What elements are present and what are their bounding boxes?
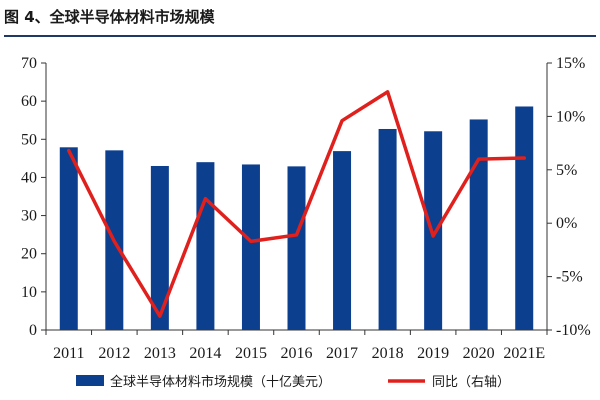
left-tick-label: 70 — [21, 55, 37, 72]
left-tick-label: 40 — [21, 169, 37, 186]
x-tick-label: 2020 — [463, 345, 495, 362]
bar — [515, 106, 534, 331]
right-tick-label: -10% — [556, 322, 591, 339]
bar — [196, 162, 215, 330]
line-series — [67, 90, 526, 318]
legend-swatch-bar — [76, 375, 104, 386]
right-tick-label: 0% — [556, 215, 577, 232]
x-tick-label: 2019 — [417, 345, 449, 362]
left-tick-label: 0 — [29, 322, 37, 339]
left-tick-label: 10 — [21, 284, 37, 301]
bar — [241, 164, 260, 330]
right-tick-label: 15% — [556, 55, 585, 72]
right-tick-label: 10% — [556, 108, 585, 125]
bar — [59, 147, 78, 330]
title-rule — [4, 35, 596, 37]
tick-labels: 0 10 20 30 40 50 60 70 -10% -5% 0% 5% 10% 15% 2011 2012… — [21, 55, 591, 362]
bar — [378, 128, 397, 330]
x-tick-label: 2017 — [326, 345, 358, 362]
x-tick-label: 2014 — [189, 345, 221, 362]
x-tick-label: 2011 — [53, 345, 84, 362]
x-tick-label: 2013 — [144, 345, 176, 362]
bar — [150, 165, 169, 330]
legend-label-bar: 全球半导体材料市场规模（十亿美元） — [110, 374, 331, 390]
x-tick-label: 2012 — [98, 345, 130, 362]
left-tick-label: 50 — [21, 131, 37, 148]
right-tick-label: -5% — [556, 269, 583, 286]
left-tick-label: 20 — [21, 246, 37, 263]
bar — [469, 119, 488, 330]
legend-label-line: 同比（右轴） — [432, 375, 510, 390]
right-tick-label: 5% — [556, 162, 577, 179]
x-tick-label: 2018 — [372, 345, 404, 362]
bar-series — [59, 106, 534, 331]
left-tick-label: 30 — [21, 208, 37, 225]
x-tick-label: 2016 — [281, 345, 313, 362]
x-tick-label: 2015 — [235, 345, 267, 362]
left-tick-label: 60 — [21, 93, 37, 110]
chart-legend: 全球半导体材料市场规模（十亿美元） 同比（右轴） — [76, 374, 510, 390]
figure-title: 图 4、全球半导体材料市场规模 — [4, 8, 215, 26]
bar — [333, 151, 352, 330]
bar — [287, 166, 306, 330]
x-tick-label: 2021E — [503, 345, 545, 362]
